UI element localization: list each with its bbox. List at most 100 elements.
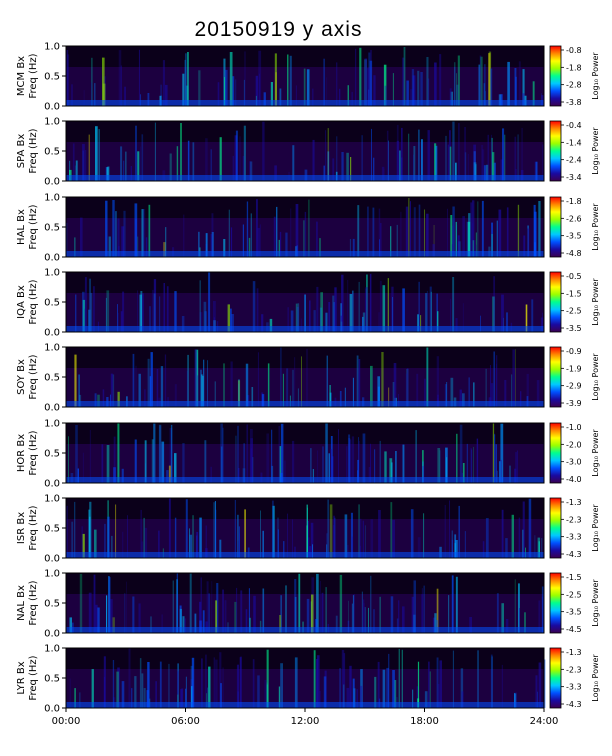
colorbar-label: Log₁₀ Power bbox=[591, 52, 600, 100]
colorbar bbox=[549, 346, 562, 408]
colorbar-tick-label: -1.0 bbox=[566, 423, 582, 432]
colorbar-tick-label: -1.8 bbox=[566, 197, 582, 206]
panel-nal: 0.0 0.5 1.0 NAL Bx Freq (Hz) -1.5 -2.5 -3.5 -4.5… bbox=[16, 569, 600, 640]
station-label: SPA Bx bbox=[16, 134, 27, 169]
y-tick-label: 0.5 bbox=[44, 147, 60, 158]
x-tick-label: 00:00 bbox=[52, 716, 81, 727]
y-tick-label: 1.0 bbox=[44, 419, 60, 430]
panel-mcm: 0.0 0.5 1.0 MCM Bx Freq (Hz) -0.8 -1.8 -2.8 -3.8… bbox=[16, 42, 600, 113]
colorbar bbox=[549, 45, 562, 107]
x-axis: 00:00 06:00 12:00 18:00 24:00 bbox=[52, 708, 559, 727]
y-tick-label: 1.0 bbox=[44, 644, 60, 655]
y-tick-label: 0.0 bbox=[44, 554, 60, 565]
colorbar-tick-label: -2.4 bbox=[566, 156, 582, 165]
y-tick-label: 0.5 bbox=[44, 449, 60, 460]
colorbar-tick-label: -2.3 bbox=[566, 665, 582, 674]
y-axis-label: Freq (Hz) bbox=[28, 354, 39, 399]
y-tick-label: 0.0 bbox=[44, 328, 60, 339]
y-axis-label: Freq (Hz) bbox=[28, 655, 39, 700]
colorbar-tick-label: -2.0 bbox=[566, 440, 582, 449]
y-tick-label: 0.0 bbox=[44, 177, 60, 188]
y-tick-label: 0.0 bbox=[44, 403, 60, 414]
colorbar-tick-label: -4.5 bbox=[566, 625, 582, 634]
colorbar-tick-label: -3.0 bbox=[566, 458, 582, 467]
y-tick-label: 1.0 bbox=[44, 569, 60, 580]
y-tick-label: 0.0 bbox=[44, 253, 60, 264]
y-axis-label: Freq (Hz) bbox=[28, 128, 39, 173]
colorbar-tick-label: -0.9 bbox=[566, 347, 582, 356]
colorbar-label: Log₁₀ Power bbox=[591, 127, 600, 175]
y-axis-label: Freq (Hz) bbox=[28, 580, 39, 625]
y-axis-label: Freq (Hz) bbox=[28, 53, 39, 98]
colorbar-tick-label: -2.8 bbox=[566, 81, 582, 90]
y-tick-label: 0.5 bbox=[44, 373, 60, 384]
x-tick-label: 18:00 bbox=[410, 716, 439, 727]
y-tick-label: 0.5 bbox=[44, 298, 60, 309]
y-tick-label: 0.5 bbox=[44, 223, 60, 234]
colorbar-tick-label: -3.4 bbox=[566, 173, 582, 182]
colorbar-tick-label: -2.6 bbox=[566, 214, 582, 223]
colorbar bbox=[549, 422, 562, 484]
station-label: LYR Bx bbox=[16, 661, 27, 694]
colorbar-tick-label: -3.5 bbox=[566, 608, 582, 617]
x-tick-label: 24:00 bbox=[530, 716, 559, 727]
station-label: IQA Bx bbox=[16, 285, 27, 319]
colorbar-tick-label: -0.5 bbox=[566, 272, 582, 281]
x-tick-label: 06:00 bbox=[171, 716, 200, 727]
colorbar-tick-label: -3.3 bbox=[566, 533, 582, 542]
y-tick-label: 0.5 bbox=[44, 72, 60, 83]
station-label: HAL Bx bbox=[16, 209, 27, 245]
colorbar-tick-label: -3.3 bbox=[566, 683, 582, 692]
colorbar-tick-label: -2.5 bbox=[566, 590, 582, 599]
panel-spa: 0.0 0.5 1.0 SPA Bx Freq (Hz) -0.4 -1.4 -2.4 -3.4… bbox=[16, 117, 600, 188]
colorbar-tick-label: -0.8 bbox=[566, 46, 582, 55]
station-label: SOY Bx bbox=[16, 359, 27, 395]
colorbar-tick-label: -1.5 bbox=[566, 289, 582, 298]
y-tick-label: 0.0 bbox=[44, 629, 60, 640]
colorbar-label: Log₁₀ Power bbox=[591, 654, 600, 702]
colorbar-tick-label: -4.3 bbox=[566, 700, 582, 709]
colorbar bbox=[549, 271, 562, 333]
colorbar-tick-label: -1.4 bbox=[566, 138, 582, 147]
panel-iqa: 0.0 0.5 1.0 IQA Bx Freq (Hz) -0.5 -1.5 -2.5 -3.5… bbox=[16, 268, 600, 339]
station-label: MCM Bx bbox=[16, 56, 27, 96]
panel-soy: 0.0 0.5 1.0 SOY Bx Freq (Hz) -0.9 -1.9 -2.9 -3.9… bbox=[16, 343, 600, 414]
colorbar-tick-label: -1.3 bbox=[566, 648, 582, 657]
colorbar-label: Log₁₀ Power bbox=[591, 278, 600, 326]
colorbar bbox=[549, 120, 562, 182]
panel-hor: 0.0 0.5 1.0 HOR Bx Freq (Hz) -1.0 -2.0 -3.0 -4.0… bbox=[16, 419, 600, 490]
colorbar-label: Log₁₀ Power bbox=[591, 203, 600, 251]
y-axis-label: Freq (Hz) bbox=[28, 430, 39, 475]
x-tick-label: 12:00 bbox=[291, 716, 320, 727]
colorbar-tick-label: -1.5 bbox=[566, 573, 582, 582]
colorbar-tick-label: -1.9 bbox=[566, 364, 582, 373]
colorbar-tick-label: -1.3 bbox=[566, 498, 582, 507]
station-label: HOR Bx bbox=[16, 434, 27, 472]
colorbar-tick-label: -2.3 bbox=[566, 515, 582, 524]
y-tick-label: 1.0 bbox=[44, 494, 60, 505]
colorbar-label: Log₁₀ Power bbox=[591, 353, 600, 401]
colorbar-tick-label: -0.4 bbox=[566, 121, 582, 130]
colorbar bbox=[549, 196, 562, 258]
y-tick-label: 1.0 bbox=[44, 193, 60, 204]
colorbar-tick-label: -3.5 bbox=[566, 324, 582, 333]
y-tick-label: 0.0 bbox=[44, 704, 60, 715]
colorbar-tick-label: -3.9 bbox=[566, 399, 582, 408]
colorbar-tick-label: -2.5 bbox=[566, 307, 582, 316]
y-tick-label: 0.5 bbox=[44, 599, 60, 610]
colorbar-tick-label: -1.8 bbox=[566, 63, 582, 72]
y-axis-label: Freq (Hz) bbox=[28, 204, 39, 249]
colorbar bbox=[549, 497, 562, 559]
station-label: ISR Bx bbox=[16, 512, 27, 544]
y-tick-label: 0.5 bbox=[44, 524, 60, 535]
colorbar-tick-label: -4.8 bbox=[566, 249, 582, 258]
y-tick-label: 1.0 bbox=[44, 343, 60, 354]
colorbar bbox=[549, 572, 562, 634]
y-tick-label: 0.0 bbox=[44, 479, 60, 490]
station-label: NAL Bx bbox=[16, 585, 27, 621]
y-tick-label: 0.5 bbox=[44, 674, 60, 685]
panel-lyr: 0.0 0.5 1.0 LYR Bx Freq (Hz) -1.3 -2.3 -3.3 -4.3… bbox=[16, 644, 600, 715]
colorbar-label: Log₁₀ Power bbox=[591, 579, 600, 627]
y-axis-label: Freq (Hz) bbox=[28, 279, 39, 324]
